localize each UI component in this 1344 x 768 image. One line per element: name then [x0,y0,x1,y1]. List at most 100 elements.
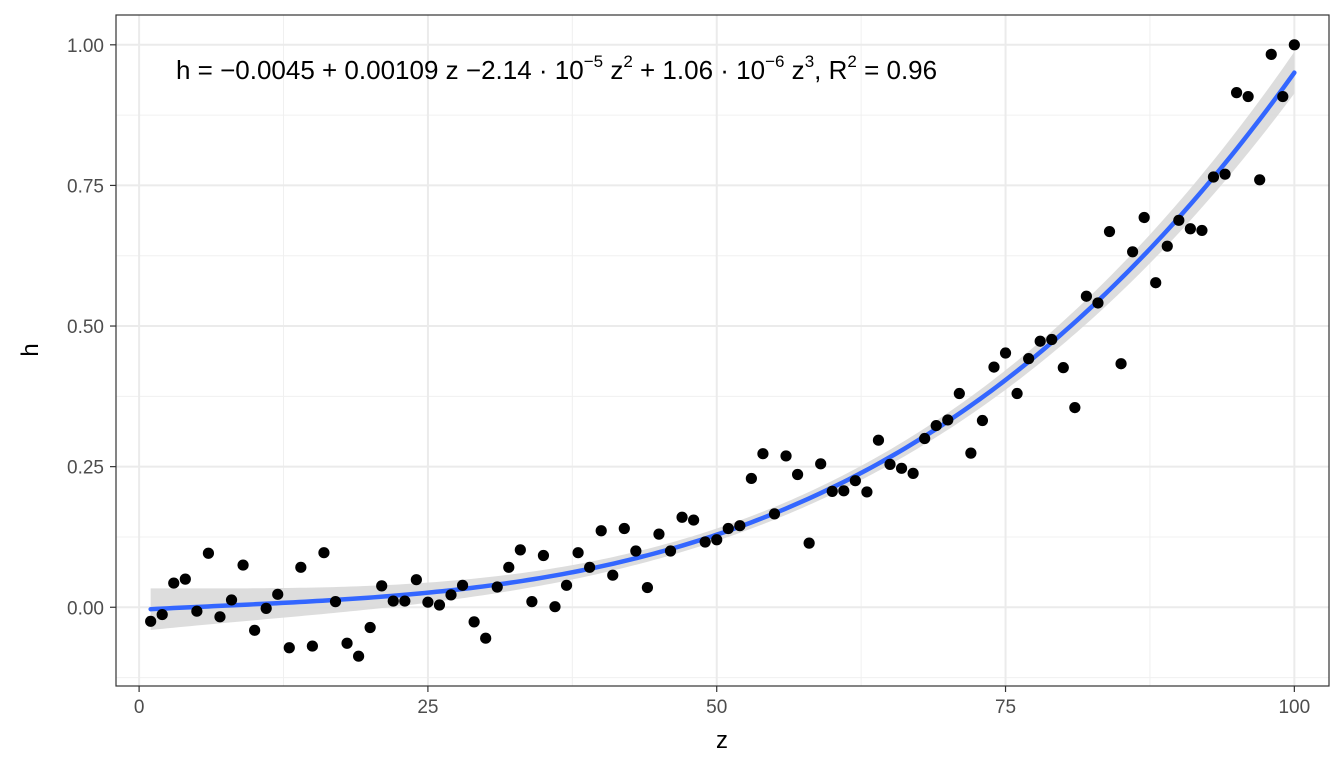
data-point [1127,246,1139,258]
data-point [399,595,411,607]
data-point [468,616,480,628]
data-point [919,432,931,445]
data-point [664,545,677,557]
data-point [364,621,376,634]
data-point [791,468,804,481]
data-point [353,650,365,662]
equation-segment: z [603,55,623,85]
data-point [1115,358,1127,370]
data-point [526,596,538,608]
data-point [1057,362,1069,374]
data-point [1161,240,1173,252]
equation-segment: h = [176,55,220,85]
data-point [1046,333,1058,346]
equation-segment: 0.0045 + 0.00109 z [235,55,466,85]
x-tick-label: 25 [417,697,438,718]
data-point [1092,297,1104,309]
data-point [1080,290,1092,302]
data-point [422,596,434,608]
data-point [826,485,838,497]
data-point [734,520,746,532]
data-point [1277,90,1289,103]
data-point [630,545,642,557]
data-point [318,547,330,559]
data-point [560,579,573,591]
x-tick-label: 0 [134,697,145,718]
data-point [722,522,734,535]
data-point [1265,48,1277,60]
data-point [145,615,157,627]
y-tick-label: 0.50 [67,317,104,338]
data-point [329,596,342,608]
data-point [341,637,353,649]
data-point [676,511,688,523]
data-point [768,508,781,520]
equation-superscript: 2 [847,52,856,71]
data-point [607,569,619,581]
data-point [387,595,399,607]
data-point [688,514,700,526]
data-point [595,525,607,537]
data-point [1230,87,1243,99]
equation-superscript: −5 [584,52,603,71]
data-point [283,642,295,654]
y-axis-title: h [17,343,44,356]
y-tick-label: 1.00 [67,36,104,57]
data-point [872,434,885,446]
data-point [1103,225,1116,238]
data-point [549,601,561,613]
data-point [214,611,226,623]
data-point [942,414,954,426]
equation-superscript: −6 [765,52,784,71]
data-point [1196,224,1208,237]
data-point [272,588,284,600]
panel-border [115,14,1330,687]
x-tick-label: 50 [706,697,727,718]
data-point [376,580,388,592]
data-point [202,547,215,559]
data-point [1023,353,1035,365]
data-point [225,594,238,606]
data-point [780,450,792,462]
data-point [1219,168,1231,180]
data-point [168,577,180,589]
x-axis-title: z [716,727,728,754]
x-tick-label: 100 [1278,697,1310,718]
data-point [156,608,168,621]
data-point [1184,223,1196,235]
data-point [699,536,711,548]
data-point [480,632,492,644]
data-point [410,574,422,586]
fit-curve [148,70,1297,612]
data-point [1173,214,1185,226]
equation-superscript: 3 [805,52,814,71]
y-tick-label: 0.25 [67,458,104,479]
x-tick-label: 75 [995,697,1016,718]
confidence-band [150,51,1295,630]
data-point [179,573,191,585]
data-point [1242,90,1254,103]
data-point [445,589,457,601]
data-point [849,475,861,487]
data-point [803,537,815,549]
data-point [295,561,307,573]
fit-line [148,70,1297,612]
data-point [503,561,515,573]
plot-panel [116,15,1329,686]
data-point [907,467,919,479]
data-point [757,448,769,460]
data-point [191,605,203,617]
data-point [1011,387,1023,400]
data-point [895,462,908,474]
equation-segment: = 0.96 [857,55,937,85]
data-point [999,347,1012,359]
data-point [884,458,896,470]
data-point [306,640,318,652]
data-point [838,485,850,497]
data-point [930,419,942,432]
axes: 0 25 50 75 100 0.00 0.25 0.50 0.75 1.00 [67,36,1310,718]
data-point [641,581,654,594]
equation-segment: z [784,55,804,85]
data-point [237,559,249,571]
